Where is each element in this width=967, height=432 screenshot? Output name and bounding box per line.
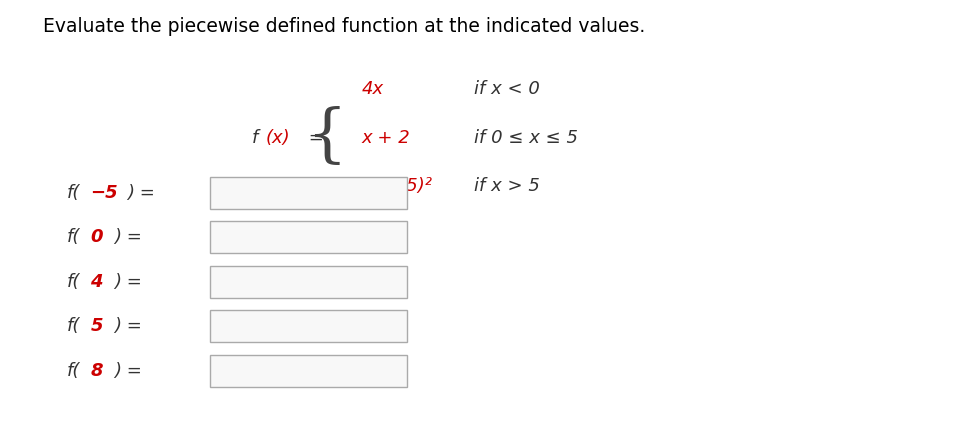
Text: x + 2: x + 2 (362, 129, 411, 146)
Text: if 0 ≤ x ≤ 5: if 0 ≤ x ≤ 5 (474, 129, 578, 146)
Text: if x < 0: if x < 0 (474, 80, 540, 98)
Text: −5: −5 (91, 184, 118, 202)
FancyBboxPatch shape (210, 310, 407, 342)
FancyBboxPatch shape (210, 221, 407, 253)
FancyBboxPatch shape (210, 355, 407, 387)
Text: f(: f( (67, 273, 80, 291)
Text: ) =: ) = (114, 273, 142, 291)
Text: Evaluate the piecewise defined function at the indicated values.: Evaluate the piecewise defined function … (43, 17, 645, 36)
Text: ) =: ) = (114, 228, 142, 246)
Text: ) =: ) = (127, 184, 155, 202)
Text: 4: 4 (91, 273, 103, 291)
Text: (x − 5)²: (x − 5)² (362, 178, 431, 195)
Text: if x > 5: if x > 5 (474, 178, 540, 195)
Text: f(: f( (67, 228, 80, 246)
Text: f(: f( (67, 184, 80, 202)
FancyBboxPatch shape (210, 266, 407, 298)
Text: 0: 0 (91, 228, 103, 246)
Text: (x): (x) (266, 129, 290, 146)
Text: =: = (304, 129, 324, 146)
Text: 8: 8 (91, 362, 103, 380)
Text: 4x: 4x (362, 80, 384, 98)
Text: ) =: ) = (114, 317, 142, 335)
Text: f(: f( (67, 362, 80, 380)
Text: f(: f( (67, 317, 80, 335)
FancyBboxPatch shape (210, 177, 407, 209)
Text: 5: 5 (91, 317, 103, 335)
Text: {: { (307, 107, 347, 168)
Text: ) =: ) = (114, 362, 142, 380)
Text: f: f (251, 129, 258, 146)
